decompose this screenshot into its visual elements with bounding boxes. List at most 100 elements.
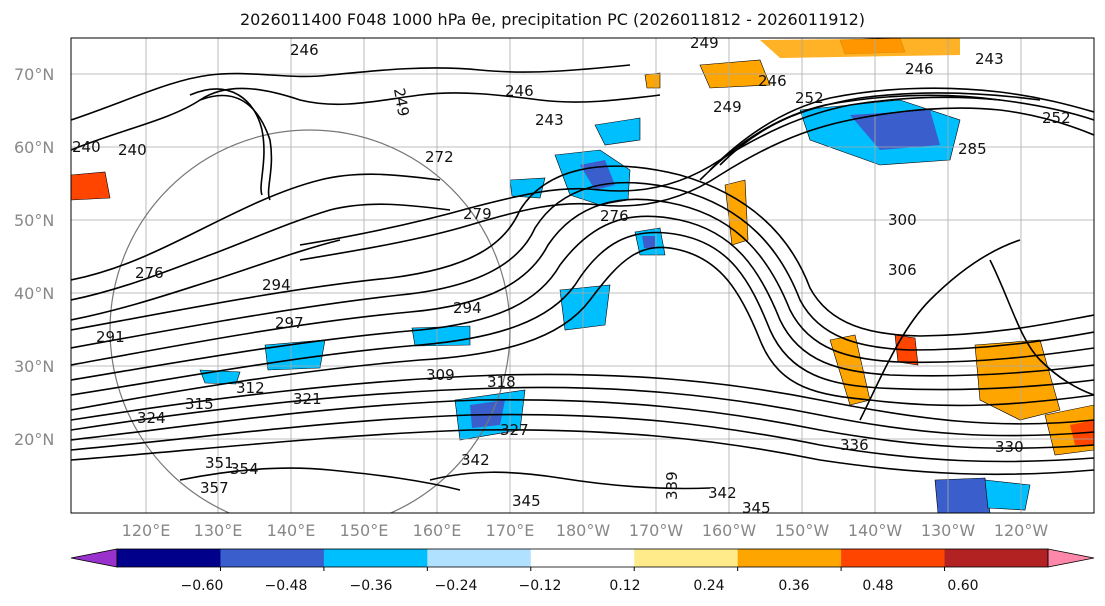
- lon-label: 120°W: [994, 521, 1049, 540]
- colorbar-segment: [530, 549, 635, 567]
- colorbar-segment: [841, 549, 946, 567]
- contour-line: [299, 107, 1094, 261]
- precip-blob: [850, 110, 940, 150]
- colorbar-tick-label: 0.48: [862, 578, 893, 594]
- lon-label: 160°W: [702, 521, 757, 540]
- contour-label: 330: [995, 438, 1024, 456]
- graticule: [71, 38, 1094, 513]
- precip-blob: [199, 369, 241, 385]
- contour-label: 342: [461, 451, 490, 469]
- colorbar-tick-label: 0.24: [693, 578, 724, 594]
- lon-label: 130°W: [921, 521, 976, 540]
- contour-label: 243: [535, 111, 564, 129]
- colorbar-tick-label: −0.24: [435, 578, 478, 594]
- lat-label-60n: 60°N: [14, 138, 54, 157]
- contour-line: [189, 88, 265, 196]
- contour-line: [71, 87, 661, 151]
- contour-label: 240: [118, 141, 147, 159]
- contour-line: [71, 239, 341, 321]
- colorbar-tick-label: 0.60: [947, 578, 978, 594]
- colorbar-segment: [944, 549, 1049, 567]
- contour-label: 249: [713, 98, 742, 116]
- longitude-axis: 120°E 130°E 140°E 150°E 160°E 170°E 180°…: [122, 521, 1049, 540]
- colorbar-segment: [634, 549, 739, 567]
- contour-label: 240: [72, 138, 101, 156]
- colorbar-segment: [117, 549, 221, 567]
- colorbar-tick-label: −0.60: [181, 578, 224, 594]
- lat-label-30n: 30°N: [14, 357, 54, 376]
- contour-label: 318: [487, 373, 516, 391]
- theta-e-contours: [71, 64, 1094, 491]
- colorbar-ticks: −0.60 −0.48 −0.36 −0.24 −0.12 0.12 0.24 …: [181, 578, 979, 594]
- contour-line: [709, 87, 1094, 171]
- lat-label-70n: 70°N: [14, 65, 54, 84]
- contour-line: [429, 471, 711, 490]
- precip-blob: [594, 117, 641, 146]
- contour-line: [71, 428, 1094, 476]
- contour-label: 336: [840, 436, 869, 454]
- precip-blob: [760, 38, 960, 58]
- contour-line: [71, 413, 1094, 463]
- lon-label: 170°W: [629, 521, 684, 540]
- contour-label: 279: [463, 205, 492, 223]
- colorbar-tick-label: 0.12: [609, 578, 640, 594]
- contour-line: [71, 386, 1094, 437]
- contour-line: [71, 215, 1094, 381]
- contour-label: 312: [236, 379, 265, 397]
- lon-label: 140°W: [848, 521, 903, 540]
- contour-label: 294: [262, 276, 291, 294]
- lon-label: 160°E: [413, 521, 462, 540]
- plot-title: 2026011400 F048 1000 hPa θe, precipitati…: [239, 10, 866, 29]
- contour-label: 315: [185, 395, 214, 413]
- contour-line: [719, 92, 1041, 166]
- colorbar-tick-label: 0.36: [778, 578, 809, 594]
- contour-line: [71, 173, 441, 281]
- lon-label: 150°E: [340, 521, 389, 540]
- contour-line: [859, 239, 1021, 421]
- contour-label: 345: [512, 492, 541, 510]
- contour-label: 342: [708, 484, 737, 502]
- colorbar-tick-label: −0.12: [519, 578, 562, 594]
- colorbar-extend-max: [1047, 548, 1095, 568]
- contour-label: 324: [137, 409, 166, 427]
- lat-label-40n: 40°N: [14, 284, 54, 303]
- contour-label: 339: [663, 471, 681, 500]
- lat-label-50n: 50°N: [14, 211, 54, 230]
- precip-blob: [644, 72, 661, 89]
- contour-line: [71, 231, 1094, 396]
- contour-label: 300: [888, 211, 917, 229]
- map-frame: [70, 37, 1095, 514]
- lon-label: 130°E: [194, 521, 243, 540]
- contour-label: 306: [888, 261, 917, 279]
- contour-label: 246: [905, 60, 934, 78]
- contour-label: 297: [275, 314, 304, 332]
- precip-blob: [984, 479, 1031, 511]
- precip-blob: [934, 477, 991, 513]
- contour-label: 249: [690, 34, 719, 52]
- contour-line: [199, 94, 273, 201]
- lon-label: 170°E: [486, 521, 535, 540]
- range-circle: [109, 129, 511, 513]
- colorbar-tick-label: −0.48: [265, 578, 308, 594]
- contour-label: 246: [505, 82, 534, 100]
- lon-label: 140°E: [267, 521, 316, 540]
- contour-line: [71, 64, 631, 121]
- map-content: [71, 38, 1094, 513]
- contour-label: 354: [230, 460, 259, 478]
- contour-label: 294: [453, 299, 482, 317]
- contour-line: [179, 467, 461, 491]
- contour-label: 276: [135, 264, 164, 282]
- colorbar-segment: [427, 549, 532, 567]
- contour-label: 357: [200, 479, 229, 497]
- contour-label: 321: [293, 390, 322, 408]
- contour-line: [71, 373, 1094, 425]
- colorbar-extend-min: [70, 548, 118, 568]
- contour-label: 243: [975, 50, 1004, 68]
- contour-label: 246: [758, 72, 787, 90]
- contour-label: 351: [205, 454, 234, 472]
- lon-label: 150°W: [775, 521, 830, 540]
- contour-label: 345: [742, 499, 771, 517]
- lon-label: 180°W: [556, 521, 611, 540]
- contour-line: [71, 398, 1094, 450]
